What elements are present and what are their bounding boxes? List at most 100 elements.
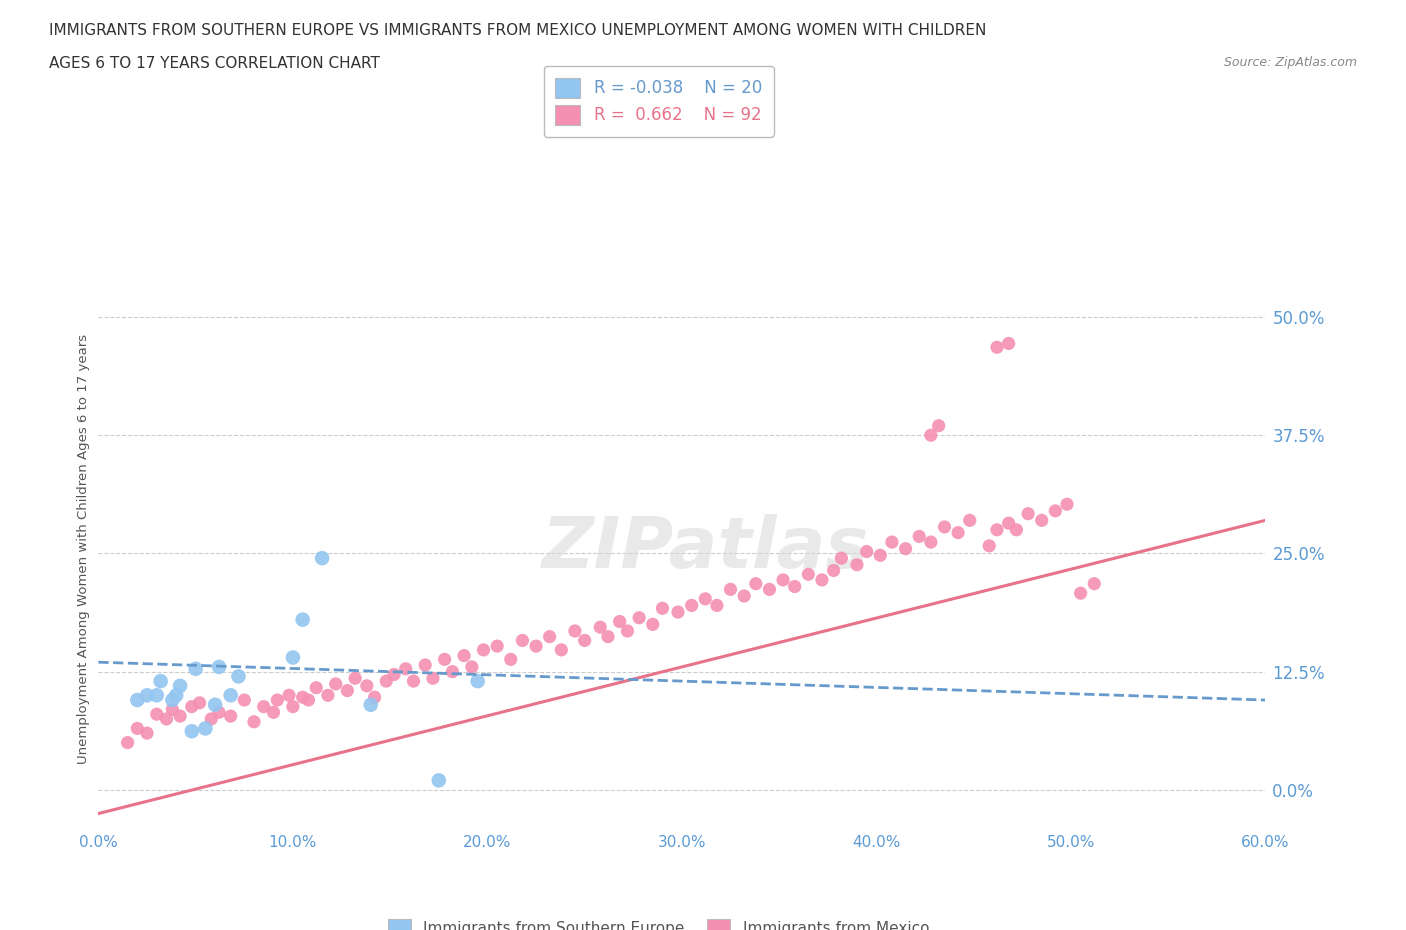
Point	[184, 661, 207, 676]
Point	[395, 661, 418, 676]
Point	[512, 633, 534, 648]
Point	[934, 520, 956, 535]
Point	[928, 418, 950, 433]
Point	[146, 707, 169, 722]
Point	[846, 557, 869, 572]
Point	[681, 598, 703, 613]
Point	[219, 709, 242, 724]
Point	[356, 678, 378, 693]
Text: IMMIGRANTS FROM SOUTHERN EUROPE VS IMMIGRANTS FROM MEXICO UNEMPLOYMENT AMONG WOM: IMMIGRANTS FROM SOUTHERN EUROPE VS IMMIG…	[49, 23, 987, 38]
Point	[596, 630, 619, 644]
Point	[291, 690, 314, 705]
Point	[720, 582, 742, 597]
Point	[165, 688, 187, 703]
Point	[616, 623, 638, 638]
Point	[162, 702, 184, 717]
Point	[772, 573, 794, 588]
Point	[219, 688, 242, 703]
Point	[363, 690, 385, 705]
Point	[375, 673, 398, 688]
Point	[243, 714, 266, 729]
Point	[564, 623, 586, 638]
Point	[524, 639, 547, 654]
Point	[609, 614, 631, 629]
Point	[180, 699, 202, 714]
Point	[1031, 512, 1053, 527]
Point	[291, 612, 314, 627]
Text: ZIPatlas: ZIPatlas	[541, 514, 869, 583]
Y-axis label: Unemployment Among Women with Children Ages 6 to 17 years: Unemployment Among Women with Children A…	[77, 334, 90, 764]
Point	[360, 698, 382, 712]
Point	[1056, 497, 1078, 512]
Point	[908, 529, 931, 544]
Point	[278, 688, 301, 703]
Point	[920, 428, 942, 443]
Point	[233, 693, 256, 708]
Point	[997, 336, 1019, 351]
Point	[200, 711, 222, 726]
Point	[486, 639, 509, 654]
Point	[162, 693, 184, 708]
Point	[344, 671, 367, 685]
Point	[316, 688, 339, 703]
Point	[382, 667, 405, 682]
Point	[180, 724, 202, 738]
Point	[266, 693, 288, 708]
Point	[311, 551, 333, 565]
Point	[783, 579, 806, 594]
Point	[946, 525, 969, 540]
Point	[208, 705, 231, 720]
Point	[127, 721, 149, 736]
Point	[706, 598, 728, 613]
Point	[325, 676, 347, 691]
Point	[127, 693, 149, 708]
Point	[628, 610, 651, 625]
Text: AGES 6 TO 17 YEARS CORRELATION CHART: AGES 6 TO 17 YEARS CORRELATION CHART	[49, 56, 380, 71]
Point	[281, 650, 304, 665]
Point	[538, 630, 561, 644]
Point	[136, 725, 159, 740]
Point	[880, 535, 903, 550]
Point	[188, 696, 211, 711]
Point	[262, 705, 284, 720]
Point	[1083, 577, 1105, 591]
Point	[695, 591, 717, 606]
Point	[758, 582, 780, 597]
Point	[472, 643, 495, 658]
Point	[1017, 506, 1039, 521]
Point	[589, 619, 612, 634]
Point	[204, 698, 226, 712]
Point	[811, 573, 834, 588]
Point	[797, 566, 820, 581]
Point	[136, 688, 159, 703]
Point	[433, 652, 456, 667]
Point	[169, 709, 191, 724]
Point	[574, 633, 596, 648]
Point	[441, 664, 464, 679]
Point	[149, 673, 172, 688]
Point	[297, 693, 319, 708]
Point	[336, 684, 359, 698]
Point	[146, 688, 169, 703]
Point	[117, 735, 139, 750]
Point	[997, 516, 1019, 531]
Point	[228, 669, 250, 684]
Point	[959, 512, 981, 527]
Point	[979, 538, 1001, 553]
Point	[651, 601, 673, 616]
Point	[823, 563, 845, 578]
Point	[281, 699, 304, 714]
Point	[855, 544, 877, 559]
Text: Source: ZipAtlas.com: Source: ZipAtlas.com	[1223, 56, 1357, 69]
Point	[453, 648, 475, 663]
Point	[1045, 503, 1067, 518]
Point	[499, 652, 522, 667]
Point	[305, 680, 328, 695]
Point	[666, 604, 689, 619]
Point	[733, 589, 755, 604]
Point	[920, 535, 942, 550]
Point	[1070, 586, 1092, 601]
Point	[208, 659, 231, 674]
Point	[745, 577, 768, 591]
Point	[1005, 523, 1028, 538]
